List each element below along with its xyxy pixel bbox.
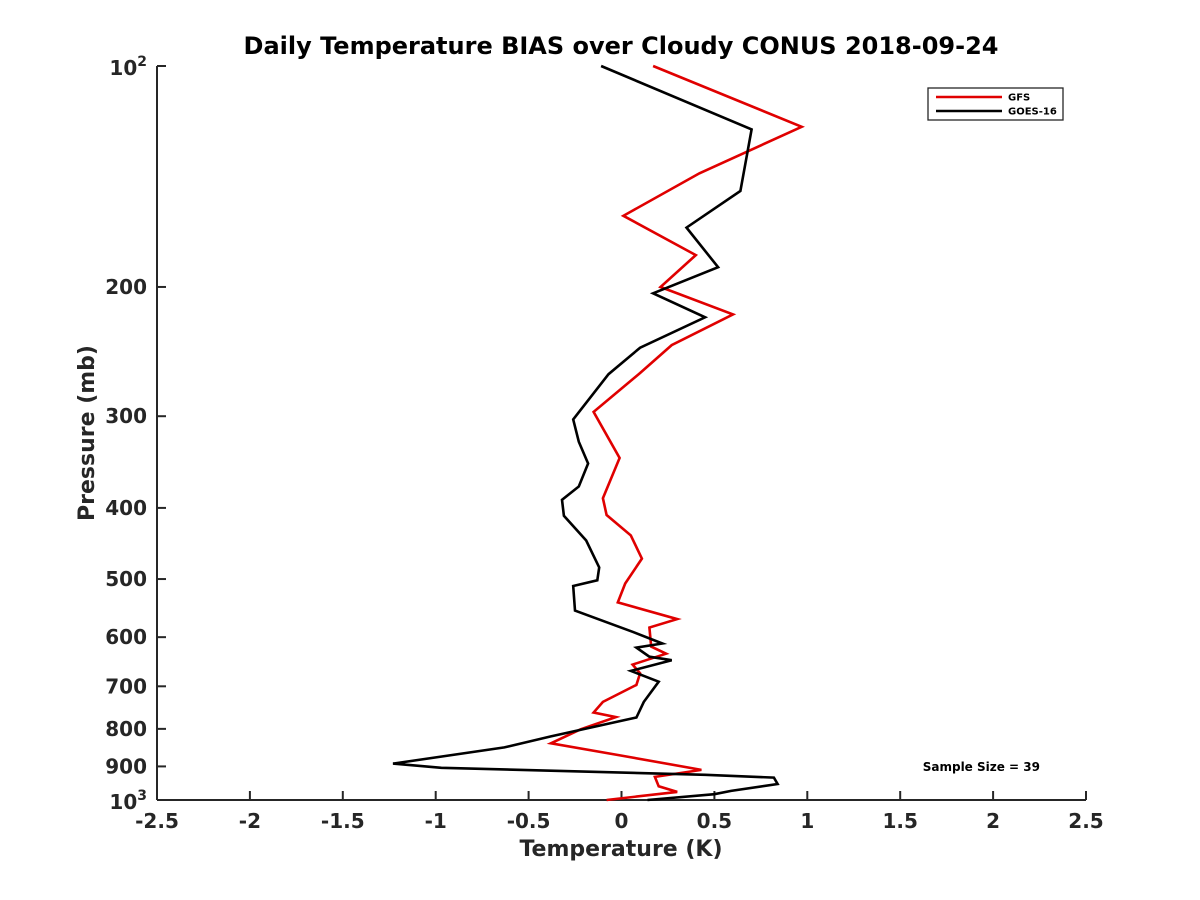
legend-label: GOES-16 (1008, 107, 1057, 118)
x-tick-label: 1.5 (882, 809, 917, 833)
x-tick-label: 0 (615, 809, 629, 833)
x-tick-label: -1 (425, 809, 447, 833)
legend-box (927, 87, 1064, 121)
legend: GFS GOES-16 (927, 87, 1064, 121)
x-tick-label: -0.5 (507, 809, 551, 833)
x-tick-label: -2.5 (135, 809, 179, 833)
x-tick-label: 0.5 (697, 809, 732, 833)
chart-title: Daily Temperature BIAS over Cloudy CONUS… (244, 32, 999, 60)
y-axis-title: Pressure (mb) (75, 345, 100, 521)
x-tick-label: 2 (986, 809, 1000, 833)
plot-area: -2.5 -2 -1.5 -1 -0.5 0 0.5 1 1.5 2 2.5102200300400… (105, 54, 1103, 833)
y-tick-label: 103 (109, 788, 147, 814)
y-tick-label: 600 (105, 625, 147, 649)
y-tick-label: 400 (105, 496, 147, 520)
x-axis-title: Temperature (K) (519, 837, 722, 862)
sample-size-annotation: Sample Size = 39 (923, 760, 1040, 774)
y-tick-label-exponent: 3 (137, 788, 147, 804)
y-tick-label: 200 (105, 275, 147, 299)
series-line-gfs (546, 64, 805, 802)
y-tick-label: 102 (109, 54, 147, 80)
y-tick-label-base: 10 (109, 56, 137, 80)
x-tick-label: -1.5 (321, 809, 365, 833)
legend-label: GFS (1008, 93, 1030, 104)
series-line-goes-16 (392, 64, 780, 802)
x-tick-label: -2 (239, 809, 261, 833)
y-tick-label: 800 (105, 717, 147, 741)
y-tick-label: 700 (105, 674, 147, 698)
x-tick-label: 2.5 (1068, 809, 1103, 833)
y-tick-label-exponent: 2 (137, 54, 147, 70)
y-tick-label-base: 10 (109, 790, 137, 814)
x-tick-label: 1 (800, 809, 814, 833)
y-tick-label: 300 (105, 404, 147, 428)
y-tick-label: 900 (105, 754, 147, 778)
y-tick-label: 500 (105, 567, 147, 591)
